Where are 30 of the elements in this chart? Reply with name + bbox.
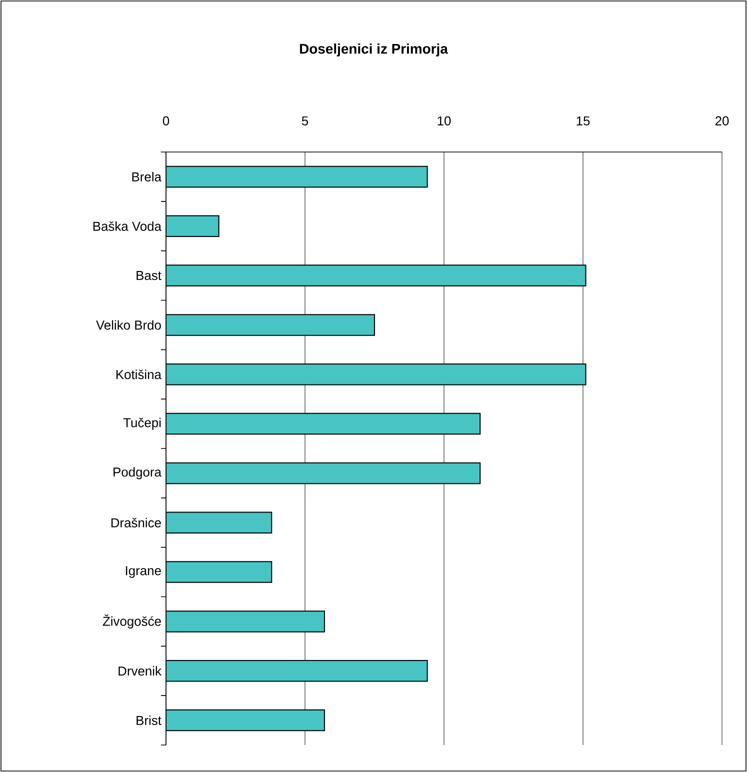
bar bbox=[166, 166, 428, 188]
bar bbox=[166, 363, 586, 386]
chart-title: Doseljenici iz Primorja bbox=[300, 43, 448, 56]
bar bbox=[166, 512, 272, 534]
bar bbox=[166, 709, 325, 732]
y-tick-label: Brela bbox=[132, 172, 162, 182]
x-tick-label: 20 bbox=[715, 116, 729, 126]
y-tick-label: Baška Voda bbox=[93, 221, 162, 231]
bar bbox=[166, 215, 220, 237]
x-tick-label: 0 bbox=[162, 116, 170, 126]
y-tick-label: Igrane bbox=[126, 566, 161, 578]
bar bbox=[166, 264, 586, 286]
bar bbox=[166, 314, 375, 336]
y-tick-label: Tučepi bbox=[123, 418, 161, 430]
y-tick-label: Podgora bbox=[114, 467, 162, 480]
y-tick-label: Veliko Brdo bbox=[96, 320, 161, 330]
bar bbox=[166, 660, 428, 682]
y-tick-label: Živogošće bbox=[102, 614, 161, 628]
y-tick-label: Drvenik bbox=[118, 666, 162, 676]
bar bbox=[166, 412, 481, 435]
y-tick-label: Kotišina bbox=[116, 370, 162, 380]
x-tick-label: 15 bbox=[576, 116, 590, 126]
x-tick-label: 10 bbox=[438, 116, 451, 126]
y-tick-label: Bast bbox=[136, 271, 162, 280]
x-tick-label: 5 bbox=[302, 116, 308, 126]
bar bbox=[166, 462, 481, 484]
bar bbox=[166, 561, 272, 583]
y-tick-label: Brist bbox=[136, 716, 162, 726]
y-tick-label: Drašnice bbox=[111, 518, 161, 528]
bar bbox=[166, 610, 325, 632]
